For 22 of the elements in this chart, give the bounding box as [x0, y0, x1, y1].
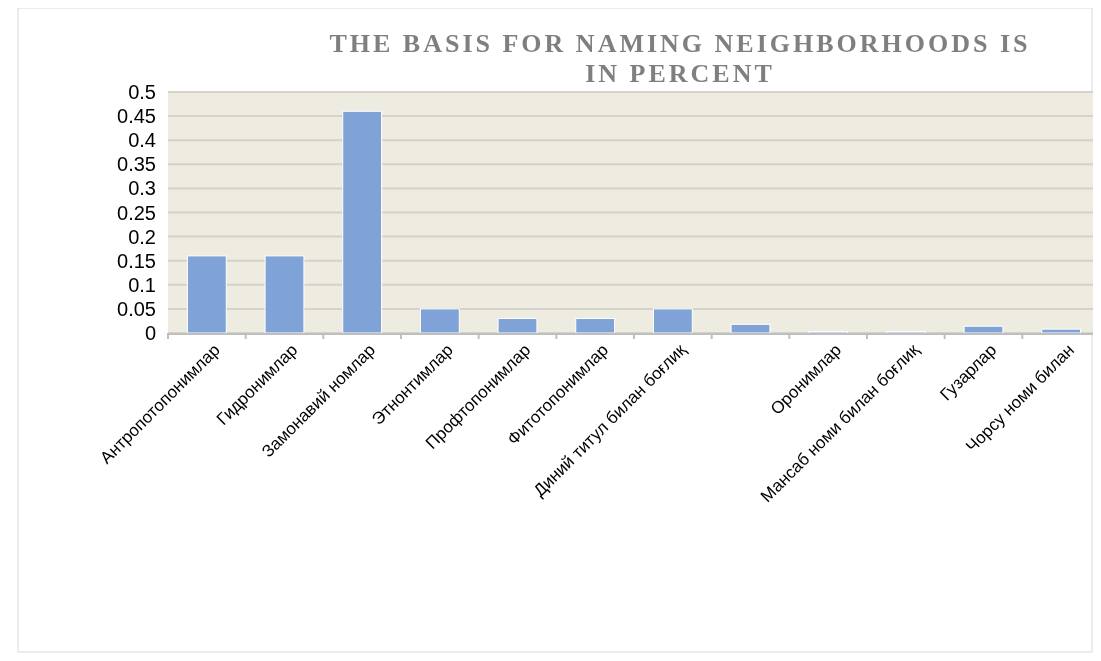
chart-title: THE BASIS FOR NAMING NEIGHBORHOODS IS IN PERCENT: [329, 29, 1031, 88]
y-tick-label: 0.25: [117, 201, 156, 224]
y-tick-label: 0.15: [117, 249, 156, 272]
y-tick-label: 0.35: [117, 153, 156, 176]
bar: [575, 318, 616, 334]
bar: [1041, 328, 1082, 334]
y-tick-label: 0.5: [128, 81, 156, 103]
bar: [963, 325, 1004, 334]
bar: [652, 308, 693, 334]
y-tick-label: 0: [144, 322, 156, 344]
y-tick-label: 0.1: [128, 273, 156, 296]
y-tick-label: 0.05: [117, 297, 156, 320]
y-tick-label: 0.2: [128, 225, 156, 248]
y-tick-label: 0.4: [128, 129, 156, 152]
y-tick-label: 0.3: [128, 177, 156, 200]
bar: [497, 318, 538, 334]
bar: [342, 110, 383, 334]
y-tick-label: 0.45: [117, 105, 156, 128]
bar: [264, 255, 305, 334]
bar: [186, 255, 227, 334]
bar: [419, 308, 460, 334]
bar: [730, 323, 771, 334]
